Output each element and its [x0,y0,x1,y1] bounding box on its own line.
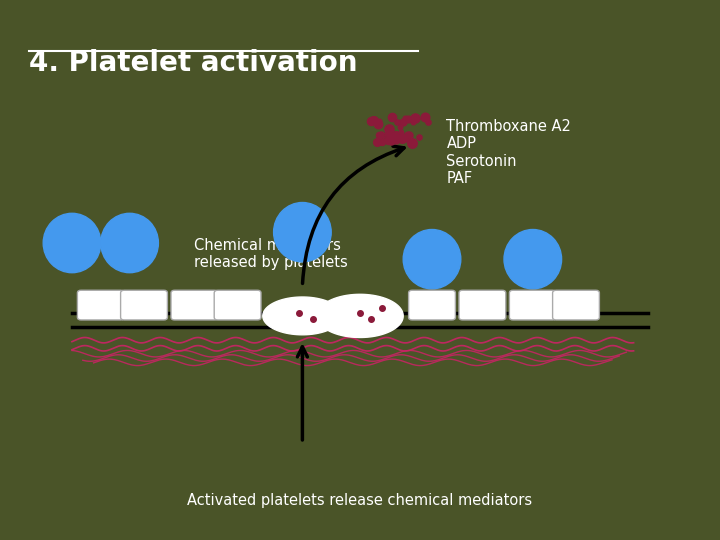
FancyBboxPatch shape [121,291,167,320]
FancyBboxPatch shape [510,291,556,320]
Polygon shape [263,297,342,335]
Ellipse shape [504,230,562,289]
Ellipse shape [274,202,331,262]
Text: Thromboxane A2
ADP
Serotonin
PAF: Thromboxane A2 ADP Serotonin PAF [446,119,571,186]
Text: 4. Platelet activation: 4. Platelet activation [29,49,357,77]
FancyBboxPatch shape [215,291,261,320]
FancyBboxPatch shape [171,291,217,320]
FancyBboxPatch shape [553,291,599,320]
Ellipse shape [43,213,101,273]
FancyArrowPatch shape [297,347,307,440]
Text: Chemical mediators
released by platelets: Chemical mediators released by platelets [194,238,348,270]
FancyBboxPatch shape [409,291,456,320]
Ellipse shape [101,213,158,273]
FancyBboxPatch shape [459,291,506,320]
FancyArrowPatch shape [302,146,404,284]
Polygon shape [317,294,403,338]
FancyBboxPatch shape [78,291,125,320]
Ellipse shape [403,230,461,289]
Text: Activated platelets release chemical mediators: Activated platelets release chemical med… [187,492,533,508]
